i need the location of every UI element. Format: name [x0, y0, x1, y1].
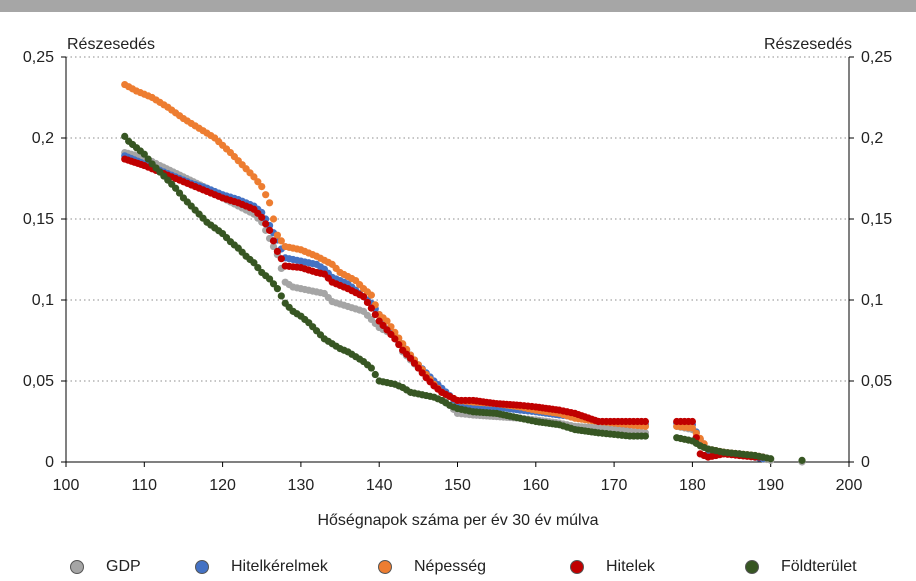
- data-point: [121, 132, 129, 140]
- legend: GDP Hitelkérelmek Népesség Hitelek Földterül…: [0, 558, 916, 580]
- data-point: [269, 242, 278, 251]
- y-tick-label-left: 0,1: [32, 292, 54, 309]
- data-point: [391, 335, 399, 343]
- x-tick-label: 190: [757, 477, 784, 494]
- data-point: [265, 226, 274, 234]
- data-point: [395, 340, 403, 349]
- legend-label: Hitelek: [606, 558, 655, 575]
- data-point: [262, 191, 270, 199]
- data-point: [258, 213, 266, 221]
- series-Földterület: [121, 132, 806, 464]
- y-tick-label-left: 0,05: [23, 373, 54, 390]
- y-axis-left-label: Részesedés: [67, 36, 156, 53]
- y-tick-label-right: 0,05: [861, 373, 892, 390]
- data-point: [767, 455, 775, 463]
- legend-swatch: [70, 560, 84, 574]
- tick-labels: 0 0 0,05 0,05 0,1 0,1 0,15 0,15 0,2 0,2 0,25 0,25 10…: [23, 49, 892, 494]
- data-point: [798, 456, 806, 464]
- data-point: [363, 298, 372, 307]
- y-tick-label-right: 0,25: [861, 49, 892, 66]
- data-point: [641, 417, 650, 426]
- legend-label: Népesség: [414, 558, 487, 575]
- y-tick-label-left: 0,15: [23, 211, 54, 228]
- legend-swatch: [195, 560, 209, 574]
- x-tick-label: 140: [366, 477, 393, 494]
- data-point: [367, 291, 375, 299]
- data-point: [269, 280, 278, 288]
- series-Hitelek: [121, 155, 767, 461]
- data-point: [641, 432, 650, 440]
- x-tick-label: 170: [601, 477, 628, 494]
- data-point: [277, 255, 285, 263]
- y-tick-label-right: 0,2: [861, 130, 883, 147]
- top-banner: [0, 0, 916, 12]
- x-tick-label: 130: [288, 477, 315, 494]
- y-tick-label-right: 0: [861, 454, 870, 471]
- data-point: [367, 304, 375, 312]
- y-tick-label-left: 0,25: [23, 49, 54, 66]
- x-tick-label: 180: [679, 477, 706, 494]
- legend-swatch: [745, 560, 759, 574]
- grid: [66, 56, 849, 382]
- legend-item: Hitelkérelmek: [195, 558, 328, 576]
- x-tick-label: 110: [132, 477, 158, 494]
- data-point: [406, 354, 415, 362]
- data-point: [140, 150, 148, 158]
- data-point: [175, 189, 184, 197]
- data-point: [414, 364, 422, 372]
- y-tick-label-left: 0: [45, 454, 54, 471]
- legend-item: GDP: [70, 558, 141, 576]
- data-point: [273, 231, 282, 239]
- legend-label: Hitelkérelmek: [231, 558, 328, 575]
- y-tick-label-right: 0,1: [861, 292, 883, 309]
- data-point: [371, 370, 379, 379]
- legend-item: Földterület: [745, 558, 857, 576]
- y-tick-label-left: 0,2: [32, 130, 54, 147]
- y-axis-right-label: Részesedés: [763, 36, 852, 53]
- x-tick-label: 160: [522, 477, 549, 494]
- data-point: [273, 285, 282, 293]
- data-point: [688, 424, 697, 432]
- data-point: [258, 183, 266, 191]
- data-point: [265, 275, 274, 283]
- data-point: [277, 292, 285, 300]
- data-point: [254, 178, 262, 186]
- legend-label: Földterület: [781, 558, 857, 575]
- data-point: [265, 199, 274, 207]
- legend-item: Népesség: [378, 558, 486, 576]
- x-tick-label: 120: [209, 477, 236, 494]
- data-point: [418, 369, 426, 377]
- data-point: [250, 173, 258, 181]
- data-point: [269, 215, 278, 223]
- data-point: [269, 237, 278, 245]
- y-tick-label-right: 0,15: [861, 211, 892, 228]
- x-tick-label: 150: [444, 477, 471, 494]
- data-point: [144, 155, 152, 163]
- data-point: [359, 293, 368, 301]
- legend-item: Hitelek: [570, 558, 655, 576]
- data-points: [121, 80, 806, 466]
- data-point: [172, 184, 180, 192]
- data-point: [250, 259, 258, 267]
- data-point: [262, 220, 270, 228]
- data-point: [254, 264, 262, 272]
- x-axis-label: Hőségnapok száma per év 30 év múlva: [317, 512, 599, 529]
- legend-swatch: [378, 560, 392, 574]
- legend-label: GDP: [106, 558, 141, 575]
- x-tick-label: 200: [836, 477, 863, 494]
- data-point: [688, 417, 697, 426]
- legend-swatch: [570, 560, 584, 574]
- data-point: [371, 310, 379, 319]
- data-point: [273, 247, 282, 255]
- axes: [61, 56, 854, 467]
- data-point: [367, 364, 375, 372]
- x-tick-label: 100: [53, 477, 80, 494]
- data-point: [410, 359, 419, 367]
- data-point: [277, 237, 285, 245]
